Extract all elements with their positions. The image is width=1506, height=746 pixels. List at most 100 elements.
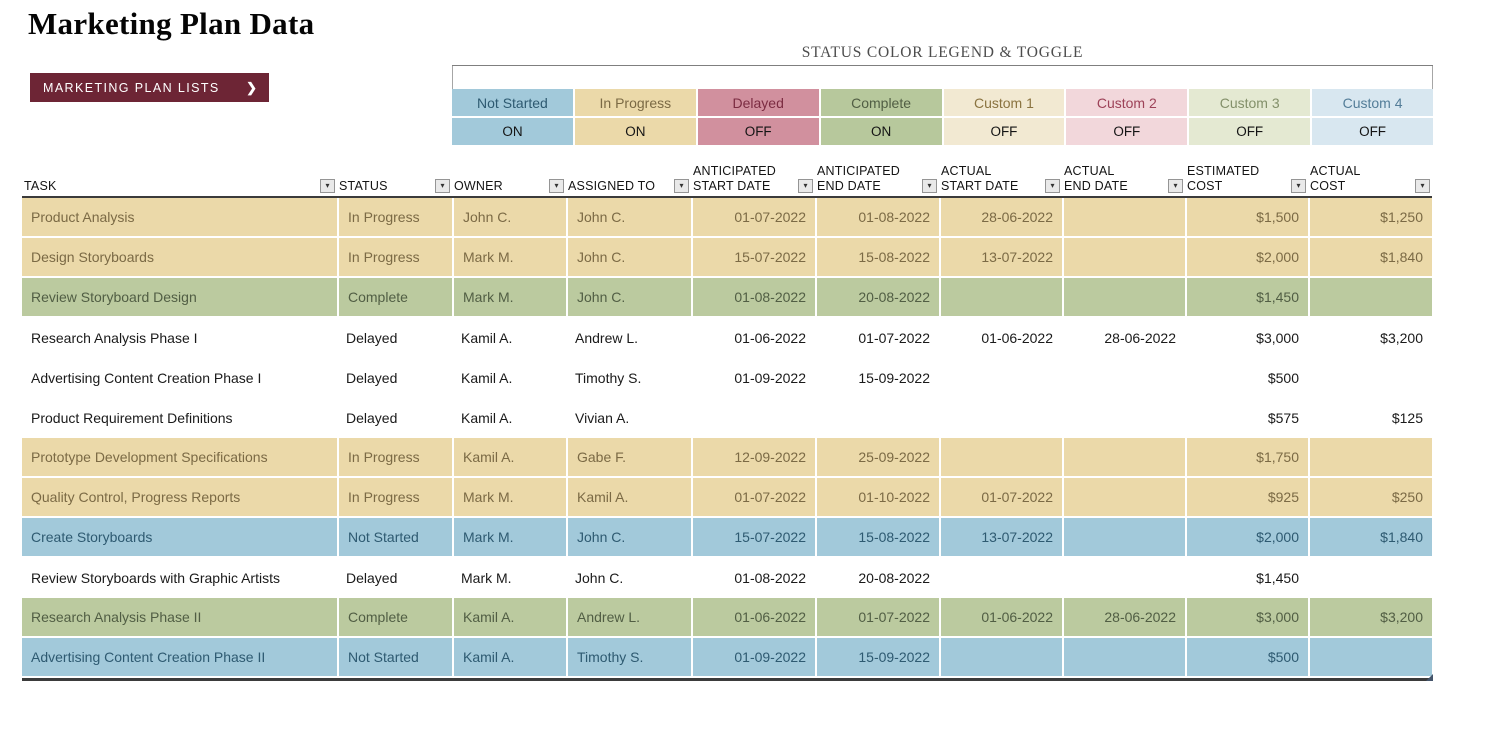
cell-estimated_cost[interactable]: $500 [1185, 638, 1308, 676]
cell-task[interactable]: Review Storyboards with Graphic Artists [31, 570, 280, 586]
cell-status[interactable]: Not Started [337, 518, 452, 556]
cell-actual_start_date[interactable] [939, 638, 1062, 676]
cell-owner[interactable]: Kamil A. [452, 438, 566, 476]
table-resize-handle[interactable] [1426, 674, 1433, 681]
cell-anticipated_start_date[interactable]: 15-07-2022 [691, 518, 815, 556]
cell-actual_cost[interactable] [1308, 358, 1432, 398]
cell-actual_cost[interactable] [1308, 638, 1432, 676]
cell-actual_cost[interactable] [1308, 278, 1432, 316]
cell-status[interactable]: In Progress [337, 438, 452, 476]
cell-assigned_to[interactable]: Andrew L. [566, 598, 691, 636]
cell-anticipated_start_date[interactable]: 01-06-2022 [691, 598, 815, 636]
cell-actual_start_date[interactable]: 01-06-2022 [981, 330, 1053, 346]
cell-assigned_to[interactable]: John C. [566, 518, 691, 556]
cell-assigned_to[interactable]: John C. [566, 238, 691, 276]
cell-actual_end_date[interactable]: 28-06-2022 [1062, 598, 1185, 636]
cell-anticipated_start_date[interactable] [691, 398, 815, 438]
cell-task[interactable]: Advertising Content Creation Phase I [31, 370, 262, 386]
cell-anticipated_end_date[interactable]: 01-10-2022 [815, 478, 939, 516]
cell-owner[interactable]: Mark M. [452, 518, 566, 556]
marketing-plan-lists-button[interactable]: MARKETING PLAN LISTS ❯ [30, 73, 269, 102]
cell-estimated_cost[interactable]: $1,500 [1185, 198, 1308, 236]
cell-actual_end_date[interactable]: 28-06-2022 [1104, 330, 1176, 346]
filter-dropdown-icon-actual_end_date[interactable]: ▾ [1168, 179, 1183, 193]
cell-actual_end_date[interactable] [1062, 398, 1185, 438]
cell-actual_cost[interactable]: $3,200 [1308, 598, 1432, 636]
cell-task[interactable]: Review Storyboard Design [22, 278, 337, 316]
cell-task[interactable]: Design Storyboards [22, 238, 337, 276]
filter-dropdown-icon-estimated_cost[interactable]: ▾ [1291, 179, 1306, 193]
filter-dropdown-icon-anticipated_start_date[interactable]: ▾ [798, 179, 813, 193]
cell-anticipated_end_date[interactable]: 01-07-2022 [858, 330, 930, 346]
cell-task[interactable]: Research Analysis Phase I [31, 330, 198, 346]
cell-actual_end_date[interactable] [1062, 638, 1185, 676]
cell-anticipated_start_date[interactable]: 01-09-2022 [691, 638, 815, 676]
cell-anticipated_end_date[interactable]: 15-09-2022 [858, 370, 930, 386]
cell-owner[interactable]: Kamil A. [452, 598, 566, 636]
cell-assigned_to[interactable]: Vivian A. [575, 410, 630, 426]
cell-status[interactable]: Delayed [346, 330, 398, 346]
cell-owner[interactable]: Mark M. [461, 570, 512, 586]
cell-status[interactable]: Delayed [346, 370, 398, 386]
filter-dropdown-icon-owner[interactable]: ▾ [549, 179, 564, 193]
cell-assigned_to[interactable]: Andrew L. [575, 330, 639, 346]
cell-assigned_to[interactable]: John C. [575, 570, 624, 586]
cell-actual_start_date[interactable]: 01-06-2022 [939, 598, 1062, 636]
cell-anticipated_end_date[interactable]: 20-08-2022 [858, 570, 930, 586]
cell-actual_cost[interactable] [1308, 558, 1432, 598]
cell-actual_start_date[interactable]: 01-07-2022 [939, 478, 1062, 516]
cell-actual_start_date[interactable] [939, 278, 1062, 316]
cell-status[interactable]: In Progress [337, 198, 452, 236]
cell-anticipated_end_date[interactable]: 01-08-2022 [815, 198, 939, 236]
cell-anticipated_start_date[interactable]: 01-08-2022 [691, 278, 815, 316]
cell-actual_end_date[interactable] [1062, 518, 1185, 556]
cell-anticipated_end_date[interactable]: 20-08-2022 [815, 278, 939, 316]
cell-actual_end_date[interactable] [1062, 238, 1185, 276]
cell-status[interactable]: Complete [337, 598, 452, 636]
cell-estimated_cost[interactable]: $1,450 [1185, 278, 1308, 316]
legend-toggle-custom-3[interactable]: OFF [1189, 118, 1311, 145]
cell-actual_end_date[interactable] [1062, 438, 1185, 476]
cell-anticipated_end_date[interactable]: 15-08-2022 [815, 238, 939, 276]
cell-assigned_to[interactable]: Timothy S. [575, 370, 642, 386]
cell-actual_cost[interactable]: $1,250 [1308, 198, 1432, 236]
cell-status[interactable]: Complete [337, 278, 452, 316]
cell-actual_end_date[interactable] [1062, 278, 1185, 316]
cell-owner[interactable]: John C. [452, 198, 566, 236]
legend-toggle-custom-4[interactable]: OFF [1312, 118, 1433, 145]
cell-anticipated_start_date[interactable]: 12-09-2022 [691, 438, 815, 476]
filter-dropdown-icon-anticipated_end_date[interactable]: ▾ [922, 179, 937, 193]
cell-estimated_cost[interactable]: $3,000 [1185, 598, 1308, 636]
cell-assigned_to[interactable]: John C. [566, 278, 691, 316]
cell-task[interactable]: Quality Control, Progress Reports [22, 478, 337, 516]
cell-status[interactable]: Delayed [346, 570, 398, 586]
filter-dropdown-icon-actual_start_date[interactable]: ▾ [1045, 179, 1060, 193]
cell-status[interactable]: Not Started [337, 638, 452, 676]
cell-owner[interactable]: Mark M. [452, 238, 566, 276]
legend-toggle-delayed[interactable]: OFF [697, 118, 819, 145]
cell-assigned_to[interactable]: John C. [566, 198, 691, 236]
cell-estimated_cost[interactable]: $2,000 [1185, 238, 1308, 276]
cell-anticipated_end_date[interactable] [815, 398, 939, 438]
cell-assigned_to[interactable]: Kamil A. [566, 478, 691, 516]
legend-toggle-custom-2[interactable]: OFF [1066, 118, 1188, 145]
cell-actual_start_date[interactable] [939, 558, 1062, 598]
cell-assigned_to[interactable]: Timothy S. [566, 638, 691, 676]
cell-estimated_cost[interactable]: $925 [1185, 478, 1308, 516]
cell-assigned_to[interactable]: Gabe F. [566, 438, 691, 476]
cell-owner[interactable]: Kamil A. [461, 330, 513, 346]
cell-task[interactable]: Product Requirement Definitions [31, 410, 233, 426]
cell-anticipated_start_date[interactable]: 01-06-2022 [734, 330, 806, 346]
cell-actual_start_date[interactable]: 13-07-2022 [939, 238, 1062, 276]
cell-estimated_cost[interactable]: $500 [1267, 370, 1299, 386]
cell-owner[interactable]: Kamil A. [461, 410, 513, 426]
cell-actual_start_date[interactable]: 28-06-2022 [939, 198, 1062, 236]
cell-owner[interactable]: Mark M. [452, 478, 566, 516]
cell-estimated_cost[interactable]: $2,000 [1185, 518, 1308, 556]
cell-task[interactable]: Research Analysis Phase II [22, 598, 337, 636]
legend-toggle-complete[interactable]: ON [820, 118, 942, 145]
cell-anticipated_end_date[interactable]: 01-07-2022 [815, 598, 939, 636]
cell-owner[interactable]: Mark M. [452, 278, 566, 316]
cell-actual_end_date[interactable] [1062, 558, 1185, 598]
cell-estimated_cost[interactable]: $3,000 [1256, 330, 1299, 346]
